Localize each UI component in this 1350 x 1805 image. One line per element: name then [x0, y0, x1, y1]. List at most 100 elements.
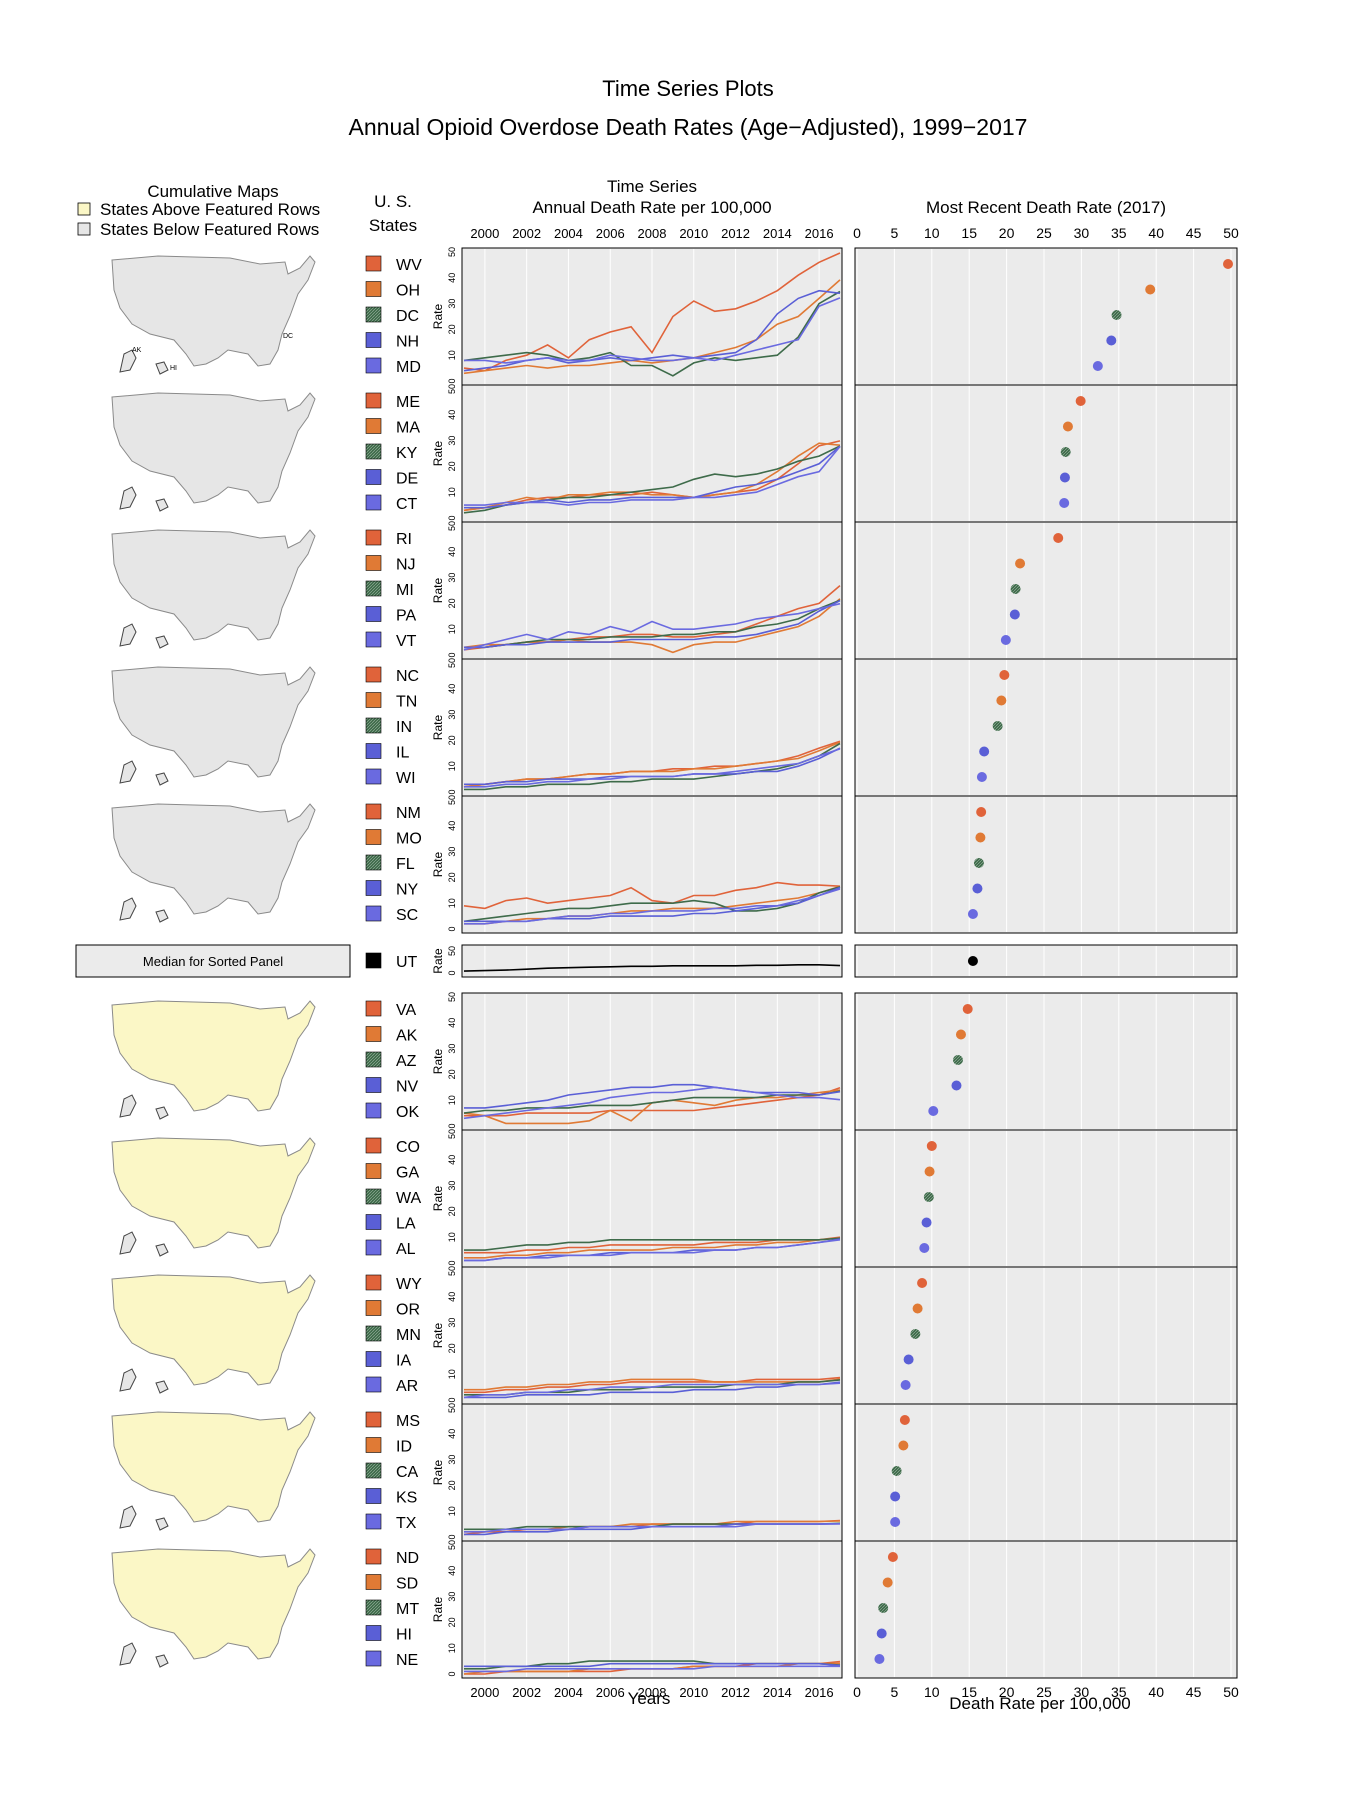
state-swatch-hi [365, 1625, 382, 1641]
ts-y-axis-label: Rate [431, 1323, 445, 1349]
us-outline [111, 1411, 316, 1523]
state-swatch-nh [365, 332, 382, 348]
states-header-line1: U. S. [374, 192, 412, 211]
ts-ytick-10: 10 [447, 1506, 457, 1516]
ts-top-axis: 2000 2002 2004 2006 2008 2010 2012 2014 2016 [470, 226, 833, 241]
rate-dot-al [919, 1243, 930, 1253]
rate-dot-oh [1145, 284, 1156, 295]
rate-dot-ne [874, 1654, 885, 1664]
state-label-mi: MI [396, 582, 414, 599]
panel-group-3: RI NJ MI PA VT 0 10 20 30 40 50 Rate [111, 521, 1238, 660]
rate-dot-mo [975, 832, 986, 843]
state-swatch-mi [365, 580, 382, 597]
us-outline [111, 803, 316, 915]
state-label-sd: SD [396, 1576, 418, 1593]
state-label-va: VA [396, 1002, 416, 1019]
ts-bottom-tick-2012: 2012 [721, 1685, 750, 1700]
state-label-de: DE [396, 471, 418, 488]
ts-ytick-50: 50 [447, 1540, 457, 1550]
ts-header-line1: Time Series [607, 177, 697, 196]
state-micromap [111, 1137, 316, 1257]
alaska-inset [119, 1368, 137, 1392]
state-swatch-dc [365, 306, 382, 323]
ts-bottom-tick-2004: 2004 [554, 1685, 583, 1700]
dot-bottom-tick-0: 0 [853, 1684, 861, 1700]
state-swatch-va [365, 1000, 382, 1017]
dot-panel-frame [854, 247, 1238, 386]
ts-y-axis-label: Rate [431, 1460, 445, 1486]
dot-panel-frame [854, 795, 1238, 934]
us-outline [111, 255, 316, 367]
rate-dot-nj [1015, 558, 1026, 569]
time-series-panel: 0 10 20 30 40 50 Rate [431, 1129, 843, 1268]
state-label-il: IL [396, 745, 409, 762]
state-swatch-co [365, 1137, 382, 1154]
series-line-or [464, 1378, 841, 1391]
alaska-inset [119, 1505, 137, 1529]
ts-ytick-20: 20 [447, 324, 457, 334]
state-label-wv: WV [396, 257, 422, 274]
ts-ytick-0: 0 [447, 378, 457, 383]
hawaii-inset [155, 772, 169, 786]
rate-dot-wa [923, 1192, 934, 1202]
alaska-inset [119, 349, 137, 373]
dot-bottom-tick-45: 45 [1186, 1684, 1202, 1700]
alaska-inset [119, 486, 137, 510]
state-label-oh: OH [396, 283, 420, 300]
ts-x-axis-label: Years [628, 1689, 671, 1708]
time-series-panel: 0 10 20 30 40 50 Rate [431, 1266, 843, 1405]
rate-dot-mn [910, 1329, 921, 1339]
series-line-fl [463, 886, 841, 923]
state-swatch-la [365, 1214, 382, 1230]
state-label-nh: NH [396, 334, 419, 351]
ts-ytick-30: 30 [447, 573, 457, 583]
series-line-wy [464, 1376, 841, 1394]
ts-ytick-20: 20 [447, 735, 457, 745]
state-swatch-tn [365, 692, 382, 708]
state-swatch-sd [365, 1574, 382, 1590]
dot-panel-frame [854, 658, 1238, 797]
state-label-vt: VT [396, 633, 417, 650]
ts-bottom-tick-2006: 2006 [596, 1685, 625, 1700]
series-line-nv [464, 1083, 841, 1109]
ts-ytick-20: 20 [447, 1617, 457, 1627]
map-label-dc: DC [283, 333, 293, 340]
ts-y-axis-label: Rate [431, 578, 445, 604]
state-swatch-ak [365, 1026, 382, 1042]
rate-dot-nc [999, 670, 1010, 680]
dot-bottom-tick-15: 15 [961, 1684, 977, 1700]
dot-panel-frame [854, 992, 1238, 1131]
ts-ytick-0: 0 [447, 1260, 457, 1265]
series-line-md [464, 297, 841, 364]
rate-dot-ga [924, 1166, 935, 1177]
ts-y-axis-label: Rate [431, 1049, 445, 1075]
time-series-panel: 0 10 20 30 40 50 Rate [431, 247, 843, 386]
rate-dot-ms [899, 1415, 910, 1425]
rate-dot-wi [976, 772, 987, 782]
ts-ytick-0: 0 [447, 1123, 457, 1128]
state-label-ga: GA [396, 1165, 419, 1182]
rate-dot-az [952, 1055, 963, 1065]
state-swatch-ar [365, 1376, 382, 1393]
state-label-in: IN [396, 719, 412, 736]
state-micromap [111, 529, 316, 649]
ts-ytick-30: 30 [447, 436, 457, 446]
rate-dot-ny [972, 883, 983, 894]
ts-ytick-20: 20 [447, 598, 457, 608]
state-swatch-ct [365, 494, 382, 511]
dot-panel [854, 992, 1238, 1131]
ts-ytick-40: 40 [447, 684, 457, 694]
ts-ytick-40: 40 [447, 821, 457, 831]
series-line-ma [463, 442, 841, 512]
ts-y-axis-label: Rate [431, 715, 445, 741]
state-label-ia: IA [396, 1353, 411, 1370]
state-swatch-nv [365, 1077, 382, 1093]
us-outline [111, 1000, 316, 1112]
state-swatch-ks [365, 1488, 382, 1504]
ts-top-tick-2012: 2012 [721, 226, 750, 241]
dot-top-tick-25: 25 [1036, 225, 1052, 241]
state-swatch-il [365, 743, 382, 759]
ts-ytick-0: 0 [447, 1534, 457, 1539]
state-label-or: OR [396, 1302, 420, 1319]
